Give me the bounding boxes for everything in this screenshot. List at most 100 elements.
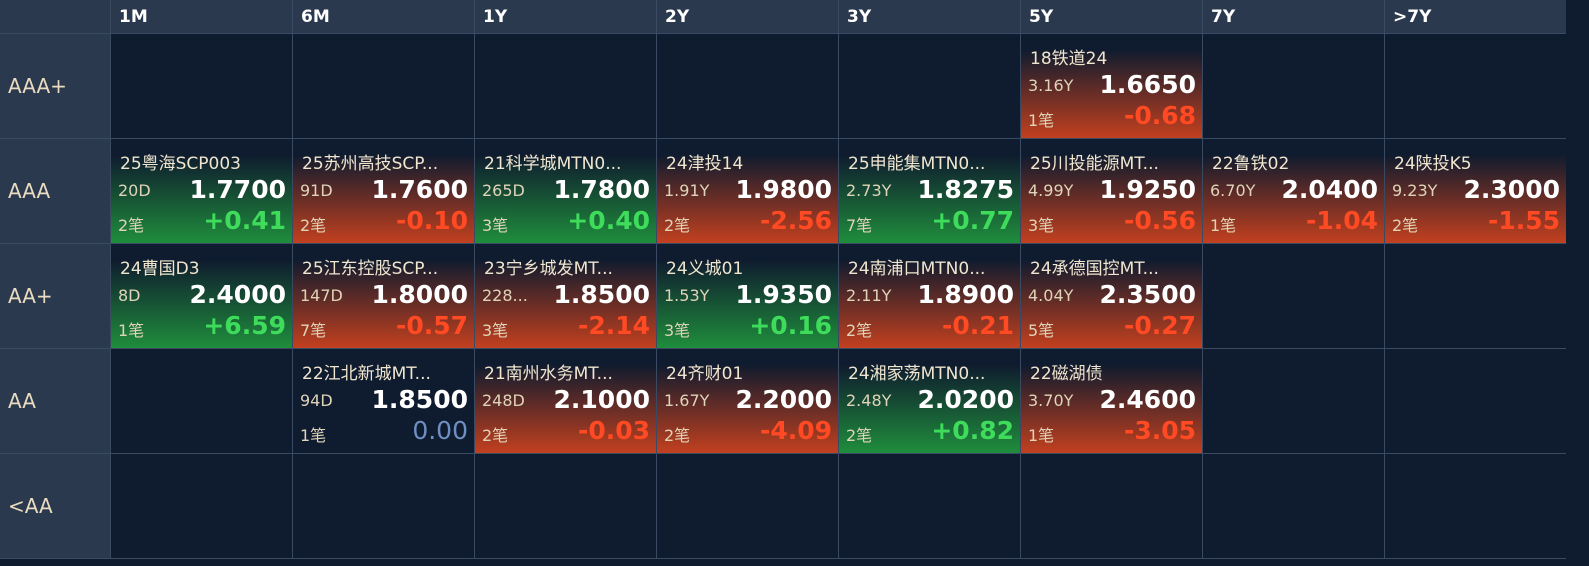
change: +0.41 bbox=[203, 206, 286, 235]
bond-name: 25江东控股SCP... bbox=[302, 259, 439, 279]
trade-count: 2笔 bbox=[846, 321, 873, 340]
empty-cell bbox=[657, 34, 838, 138]
bond-cell[interactable]: 22磁湖债 3.70Y 2.4600 1笔 -3.05 bbox=[1021, 349, 1202, 453]
bond-name: 25苏州高技SCP... bbox=[302, 154, 439, 174]
trade-count: 3笔 bbox=[482, 216, 509, 235]
bond-cell[interactable]: 23宁乡城发MT... 228... 1.8500 3笔 -2.14 bbox=[475, 244, 656, 348]
bond-cell[interactable]: 25苏州高技SCP... 91D 1.7600 2笔 -0.10 bbox=[293, 139, 474, 243]
yield: 1.9800 bbox=[735, 175, 832, 204]
bond-name: 25粤海SCP003 bbox=[120, 154, 241, 174]
yield: 2.3000 bbox=[1463, 175, 1560, 204]
trade-count: 3笔 bbox=[664, 321, 691, 340]
change: -0.10 bbox=[395, 206, 468, 235]
bond-cell[interactable]: 25粤海SCP003 20D 1.7700 2笔 +0.41 bbox=[111, 139, 292, 243]
column-header: 5Y bbox=[1021, 0, 1202, 33]
bond-name: 25申能集MTN0... bbox=[848, 154, 986, 174]
empty-cell bbox=[1385, 34, 1566, 138]
bond-cell[interactable]: 24义城01 1.53Y 1.9350 3笔 +0.16 bbox=[657, 244, 838, 348]
change: -0.68 bbox=[1123, 101, 1196, 130]
trade-count: 2笔 bbox=[118, 216, 145, 235]
empty-cell bbox=[293, 454, 474, 558]
trade-count: 7笔 bbox=[300, 321, 327, 340]
bond-name: 21科学城MTN0... bbox=[484, 154, 622, 174]
empty-cell bbox=[293, 34, 474, 138]
yield: 1.8500 bbox=[553, 280, 650, 309]
empty-cell bbox=[1203, 454, 1384, 558]
bond-name: 22磁湖债 bbox=[1030, 364, 1103, 384]
yield: 1.8900 bbox=[917, 280, 1014, 309]
change: -1.55 bbox=[1487, 206, 1560, 235]
row-label: <AA bbox=[0, 454, 110, 558]
term: 1.67Y bbox=[664, 391, 710, 410]
bond-name: 21南州水务MT... bbox=[484, 364, 613, 384]
yield: 1.8275 bbox=[917, 175, 1014, 204]
trade-count: 1笔 bbox=[1210, 216, 1237, 235]
trade-count: 7笔 bbox=[846, 216, 873, 235]
yield: 1.7700 bbox=[189, 175, 286, 204]
bond-name: 22江北新城MT... bbox=[302, 364, 431, 384]
quote-grid: 1M 6M 1Y 2Y 3Y 5Y 7Y >7Y AAA+ 18铁道24 3.16Y 1.6650 1笔… bbox=[0, 0, 1566, 559]
yield: 1.8000 bbox=[371, 280, 468, 309]
yield: 1.7600 bbox=[371, 175, 468, 204]
bond-cell[interactable]: 21南州水务MT... 248D 2.1000 2笔 -0.03 bbox=[475, 349, 656, 453]
change: +6.59 bbox=[203, 311, 286, 340]
bond-name: 22鲁铁02 bbox=[1212, 154, 1290, 174]
change: +0.82 bbox=[931, 416, 1014, 445]
empty-cell bbox=[657, 454, 838, 558]
bond-name: 24陕投K5 bbox=[1394, 154, 1472, 174]
change: -2.14 bbox=[577, 311, 650, 340]
empty-cell bbox=[1203, 34, 1384, 138]
bond-cell[interactable]: 24陕投K5 9.23Y 2.3000 2笔 -1.55 bbox=[1385, 139, 1566, 243]
bond-cell[interactable]: 24南浦口MTN0... 2.11Y 1.8900 2笔 -0.21 bbox=[839, 244, 1020, 348]
yield: 1.6650 bbox=[1099, 70, 1196, 99]
bond-cell[interactable]: 18铁道24 3.16Y 1.6650 1笔 -0.68 bbox=[1021, 34, 1202, 138]
empty-cell bbox=[1385, 349, 1566, 453]
bond-cell[interactable]: 24承德国控MT... 4.04Y 2.3500 5笔 -0.27 bbox=[1021, 244, 1202, 348]
corner-header bbox=[0, 0, 110, 33]
bond-cell[interactable]: 25川投能源MT... 4.99Y 1.9250 3笔 -0.56 bbox=[1021, 139, 1202, 243]
change: -4.09 bbox=[759, 416, 832, 445]
bond-name: 24津投14 bbox=[666, 154, 744, 174]
yield: 2.4600 bbox=[1099, 385, 1196, 414]
column-header: >7Y bbox=[1385, 0, 1566, 33]
yield: 1.9350 bbox=[735, 280, 832, 309]
term: 8D bbox=[118, 286, 141, 305]
trade-count: 2笔 bbox=[846, 426, 873, 445]
empty-cell bbox=[839, 34, 1020, 138]
term: 4.99Y bbox=[1028, 181, 1074, 200]
bond-cell[interactable]: 25江东控股SCP... 147D 1.8000 7笔 -0.57 bbox=[293, 244, 474, 348]
term: 1.91Y bbox=[664, 181, 710, 200]
row-label: AAA bbox=[0, 139, 110, 243]
bond-cell[interactable]: 24津投14 1.91Y 1.9800 2笔 -2.56 bbox=[657, 139, 838, 243]
term: 9.23Y bbox=[1392, 181, 1438, 200]
trade-count: 2笔 bbox=[664, 216, 691, 235]
bond-name: 23宁乡城发MT... bbox=[484, 259, 613, 279]
column-header: 6M bbox=[293, 0, 474, 33]
empty-cell bbox=[1203, 244, 1384, 348]
bond-cell[interactable]: 25申能集MTN0... 2.73Y 1.8275 7笔 +0.77 bbox=[839, 139, 1020, 243]
empty-cell bbox=[1385, 244, 1566, 348]
bond-cell[interactable]: 24齐财01 1.67Y 2.2000 2笔 -4.09 bbox=[657, 349, 838, 453]
term: 3.70Y bbox=[1028, 391, 1074, 410]
change: -0.27 bbox=[1123, 311, 1196, 340]
term: 6.70Y bbox=[1210, 181, 1256, 200]
change: +0.16 bbox=[749, 311, 832, 340]
trade-count: 2笔 bbox=[482, 426, 509, 445]
term: 248D bbox=[482, 391, 525, 410]
empty-cell bbox=[1021, 454, 1202, 558]
empty-cell bbox=[475, 454, 656, 558]
trade-count: 1笔 bbox=[118, 321, 145, 340]
bond-cell[interactable]: 24湘家荡MTN0... 2.48Y 2.0200 2笔 +0.82 bbox=[839, 349, 1020, 453]
yield: 1.8500 bbox=[371, 385, 468, 414]
bond-cell[interactable]: 24曹国D3 8D 2.4000 1笔 +6.59 bbox=[111, 244, 292, 348]
bond-name: 24曹国D3 bbox=[120, 259, 200, 279]
empty-cell bbox=[111, 349, 292, 453]
yield: 2.1000 bbox=[553, 385, 650, 414]
trade-count: 2笔 bbox=[664, 426, 691, 445]
bond-cell[interactable]: 22江北新城MT... 94D 1.8500 1笔 0.00 bbox=[293, 349, 474, 453]
row-label: AA bbox=[0, 349, 110, 453]
yield: 2.0200 bbox=[917, 385, 1014, 414]
bond-cell[interactable]: 21科学城MTN0... 265D 1.7800 3笔 +0.40 bbox=[475, 139, 656, 243]
bond-cell[interactable]: 22鲁铁02 6.70Y 2.0400 1笔 -1.04 bbox=[1203, 139, 1384, 243]
empty-cell bbox=[839, 454, 1020, 558]
